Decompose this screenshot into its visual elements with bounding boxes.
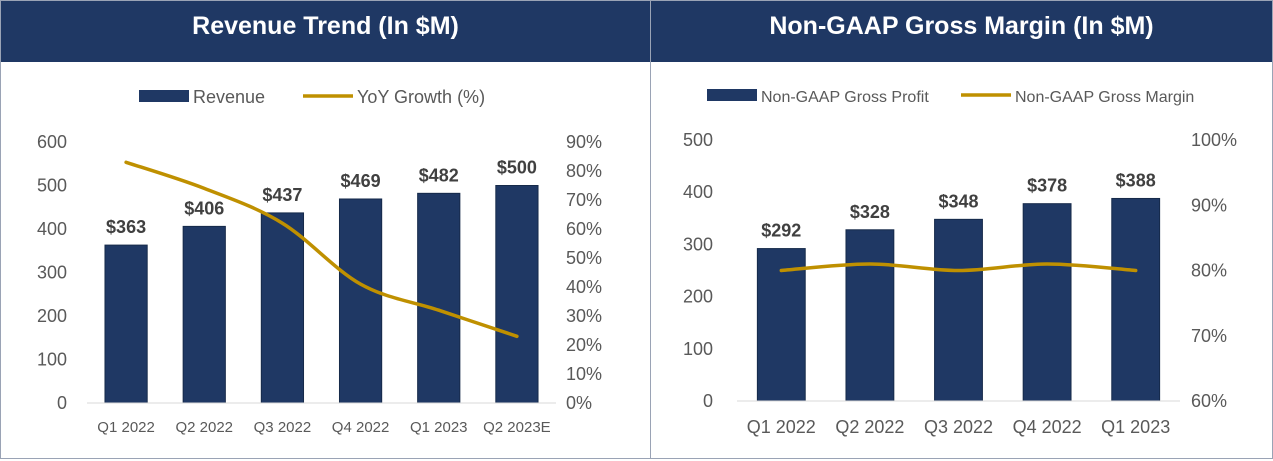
legend-label-line: YoY Growth (%) bbox=[357, 87, 485, 107]
legend-label-bar: Revenue bbox=[193, 87, 265, 107]
legend-label-bar: Non-GAAP Gross Profit bbox=[761, 89, 929, 106]
x-axis-tick-label: Q2 2023E bbox=[483, 419, 551, 436]
bar bbox=[1111, 197, 1161, 402]
line-series bbox=[779, 262, 1138, 273]
y-axis-tick-label: 200 bbox=[683, 287, 713, 307]
y2-axis-tick-label: 90% bbox=[1191, 195, 1227, 215]
y-axis-tick-label: 200 bbox=[37, 306, 67, 326]
y2-axis-tick-label: 40% bbox=[566, 277, 602, 297]
bar-data-label: $500 bbox=[497, 158, 537, 178]
y-axis-tick-label: 100 bbox=[37, 350, 67, 370]
gross-margin-chart-title: Non-GAAP Gross Margin (In $M) bbox=[651, 1, 1272, 62]
x-axis-tick-label: Q4 2022 bbox=[1013, 417, 1082, 437]
bar-data-label: $469 bbox=[341, 171, 381, 191]
y2-axis-tick-label: 50% bbox=[566, 248, 602, 268]
y2-axis-tick-label: 90% bbox=[566, 132, 602, 152]
y-axis-tick-label: 300 bbox=[37, 263, 67, 283]
bar-data-label: $328 bbox=[850, 202, 890, 222]
bar bbox=[756, 248, 806, 402]
bar bbox=[845, 229, 895, 402]
revenue-trend-panel: Revenue Trend (In $M) Revenue YoY Growth … bbox=[0, 0, 651, 459]
y2-axis-tick-label: 60% bbox=[566, 219, 602, 239]
x-axis-tick-label: Q2 2022 bbox=[175, 419, 233, 436]
x-axis-tick-label: Q1 2022 bbox=[747, 417, 816, 437]
bar bbox=[338, 198, 383, 404]
bar-data-label: $348 bbox=[938, 191, 978, 211]
bar-data-label: $406 bbox=[184, 198, 224, 218]
bar bbox=[182, 225, 226, 404]
bar-data-label: $378 bbox=[1027, 176, 1067, 196]
revenue-chart-title: Revenue Trend (In $M) bbox=[1, 1, 650, 62]
gross-margin-chart: Non-GAAP Gross Profit Non-GAAP Gross Marg… bbox=[683, 89, 1237, 437]
y2-axis-tick-label: 70% bbox=[1191, 326, 1227, 346]
y2-axis-tick-label: 0% bbox=[566, 393, 592, 413]
y-axis-tick-label: 300 bbox=[683, 234, 713, 254]
y-axis-tick-label: 500 bbox=[683, 130, 713, 150]
bar bbox=[495, 185, 539, 404]
revenue-trend-chart: Revenue YoY Growth (%) 0 100 200 300 400 500 600… bbox=[37, 87, 602, 436]
y-axis-tick-label: 0 bbox=[57, 393, 67, 413]
x-axis-tick-label: Q1 2022 bbox=[97, 419, 155, 436]
y-axis-tick-label: 0 bbox=[703, 391, 713, 411]
bar-data-label: $437 bbox=[262, 185, 302, 205]
x-axis-tick-label: Q1 2023 bbox=[410, 419, 468, 436]
x-axis-tick-label: Q3 2022 bbox=[924, 417, 993, 437]
x-axis-tick-label: Q2 2022 bbox=[835, 417, 904, 437]
bar bbox=[1022, 203, 1072, 402]
bar-data-label: $388 bbox=[1116, 170, 1156, 190]
y-axis-tick-label: 600 bbox=[37, 132, 67, 152]
legend-swatch-bar bbox=[707, 89, 757, 101]
y-axis-tick-label: 100 bbox=[683, 339, 713, 359]
bar bbox=[417, 192, 461, 404]
y2-axis-tick-label: 60% bbox=[1191, 391, 1227, 411]
y-axis-tick-label: 400 bbox=[37, 219, 67, 239]
y2-axis-tick-label: 100% bbox=[1191, 130, 1237, 150]
bar-data-label: $292 bbox=[761, 221, 801, 241]
line-series bbox=[124, 160, 519, 339]
legend-swatch-bar bbox=[139, 90, 189, 102]
bar bbox=[260, 212, 305, 404]
y2-axis-tick-label: 80% bbox=[566, 161, 602, 181]
x-axis-tick-label: Q1 2023 bbox=[1101, 417, 1170, 437]
y-axis-tick-label: 400 bbox=[683, 182, 713, 202]
y2-axis-tick-label: 70% bbox=[566, 190, 602, 210]
x-axis-tick-label: Q4 2022 bbox=[332, 419, 390, 436]
x-axis-tick-label: Q3 2022 bbox=[254, 419, 312, 436]
bar-data-label: $363 bbox=[106, 217, 146, 237]
legend-label-line: Non-GAAP Gross Margin bbox=[1015, 89, 1194, 106]
bar-data-label: $482 bbox=[419, 165, 459, 185]
gross-margin-panel: Non-GAAP Gross Margin (In $M) Non-GAAP G… bbox=[650, 0, 1273, 459]
bar bbox=[934, 218, 983, 402]
bar bbox=[104, 244, 148, 404]
y-axis-tick-label: 500 bbox=[37, 176, 67, 196]
y2-axis-tick-label: 80% bbox=[1191, 261, 1227, 281]
y2-axis-tick-label: 30% bbox=[566, 306, 602, 326]
y2-axis-tick-label: 10% bbox=[566, 364, 602, 384]
y2-axis-tick-label: 20% bbox=[566, 335, 602, 355]
